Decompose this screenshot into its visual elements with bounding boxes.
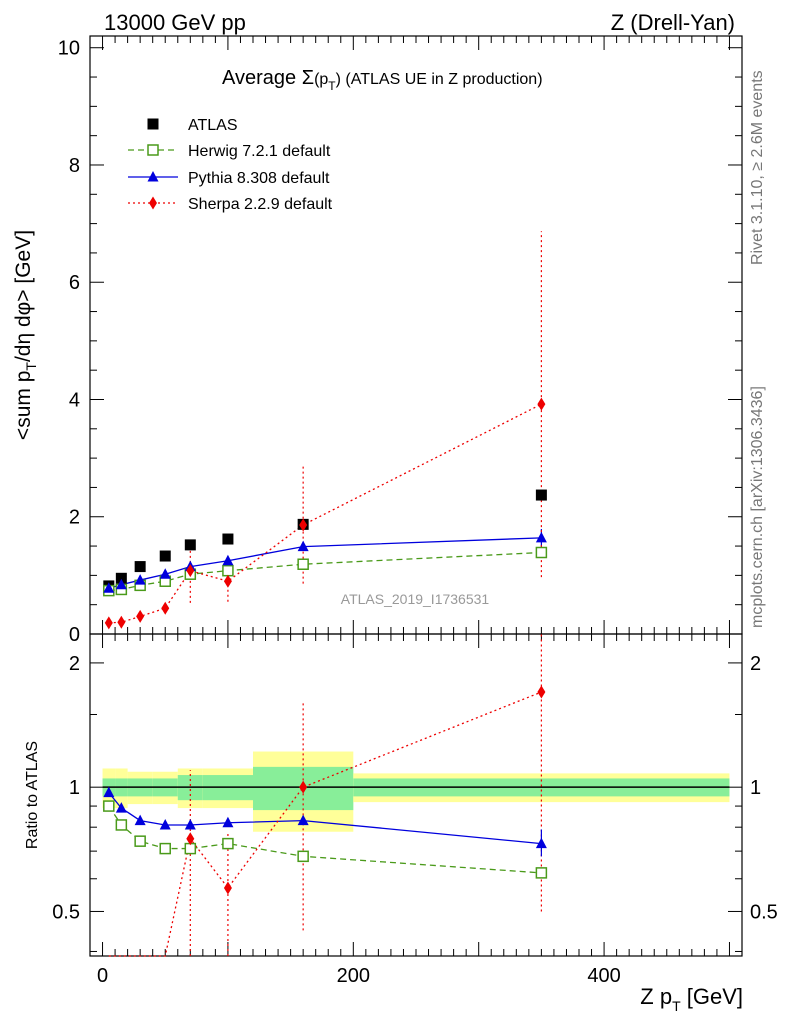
y-axis-label-ratio: Ratio to ATLAS xyxy=(24,741,41,849)
data-point-mc xyxy=(115,578,127,590)
x-tick-label: 0 xyxy=(97,965,108,987)
mcplots-credit-text: mcplots.cern.ch [arXiv:1306.3436] xyxy=(749,386,766,628)
legend-label: Herwig 7.2.1 default xyxy=(188,143,331,160)
data-point-atlas xyxy=(535,489,547,501)
ratio-point xyxy=(115,802,127,813)
ratio-point xyxy=(297,814,309,826)
ratio-series-line xyxy=(108,691,542,957)
ratio-tick-label: 2 xyxy=(69,653,80,675)
data-point-mc xyxy=(161,601,170,615)
ratio-tick-label-right: 0.5 xyxy=(750,901,778,923)
data-point-mc xyxy=(535,531,547,543)
rivet-version-text: Rivet 3.1.10, ≥ 2.6M events xyxy=(749,70,766,265)
ratio-point xyxy=(537,685,546,699)
x-axis-label: Z pT [GeV] xyxy=(640,984,743,1014)
ratio-point xyxy=(134,835,146,847)
ratio-point xyxy=(134,814,146,826)
y-tick-label: 0 xyxy=(69,624,80,646)
legend-label: ATLAS xyxy=(188,117,238,134)
data-point-atlas xyxy=(222,533,234,545)
data-point-mc xyxy=(136,609,145,623)
ratio-tick-label-right: 2 xyxy=(750,653,761,675)
data-point-mc xyxy=(299,518,308,532)
ratio-panel-marks xyxy=(103,634,548,957)
plot-title: Average Σ(pT) (ATLAS UE in Z production) xyxy=(222,67,543,93)
ratio-point xyxy=(115,819,128,831)
ratio-point xyxy=(159,818,171,830)
y-tick-label: 6 xyxy=(69,272,80,294)
ratio-uncertainty-bands xyxy=(102,751,730,832)
legend-marker xyxy=(147,171,159,182)
ratio-point xyxy=(297,850,309,863)
ratio-tick-label-right: 1 xyxy=(750,777,761,799)
y-tick-label: 10 xyxy=(58,38,80,60)
data-point-mc xyxy=(134,574,146,585)
ratio-tick-label: 1 xyxy=(69,777,80,799)
legend-label: Pythia 8.308 default xyxy=(188,170,330,187)
legend-label: Sherpa 2.2.9 default xyxy=(188,196,333,213)
data-point-mc xyxy=(537,397,546,411)
y-tick-label: 4 xyxy=(69,389,80,411)
data-point-mc xyxy=(223,574,232,588)
ratio-point xyxy=(184,818,196,830)
legend: ATLAS Herwig 7.2.1 default Pythia 8.308 de… xyxy=(128,117,333,213)
y-tick-label: 8 xyxy=(69,155,80,177)
ratio-point xyxy=(103,786,115,798)
legend-marker xyxy=(147,118,159,130)
data-point-mc xyxy=(103,582,115,593)
ratio-point xyxy=(535,837,547,849)
data-point-mc xyxy=(186,564,195,578)
data-point-mc xyxy=(117,615,126,629)
data-point-atlas xyxy=(184,539,196,551)
data-point-mc xyxy=(222,564,234,577)
ratio-point xyxy=(223,881,232,895)
legend-marker xyxy=(147,144,159,156)
legend-marker xyxy=(149,196,157,210)
ratio-point xyxy=(159,842,171,855)
x-tick-label: 400 xyxy=(587,965,620,987)
data-point-atlas xyxy=(134,561,146,573)
ratio-point xyxy=(222,816,234,828)
ratio-tick-label: 0.5 xyxy=(52,901,80,923)
ratio-point xyxy=(299,780,308,794)
data-point-mc xyxy=(297,540,309,552)
ratio-point xyxy=(535,867,548,879)
data-point-mc xyxy=(222,554,234,566)
y-tick-label: 2 xyxy=(69,507,80,529)
ratio-point xyxy=(222,837,234,850)
y-axis-label-main: <sum pT/dη dφ> [GeV] xyxy=(12,230,39,440)
data-point-mc xyxy=(535,546,548,559)
main-panel-marks xyxy=(103,231,548,630)
data-point-atlas xyxy=(159,550,171,562)
x-tick-label: 200 xyxy=(337,965,370,987)
data-point-mc xyxy=(159,568,171,579)
axis-ticks: 0 200 400 0 2 4 6 8 10 0.5 0.5 1 1 2 2 xyxy=(52,36,778,987)
header-left: 13000 GeV pp xyxy=(104,10,246,35)
analysis-tag: ATLAS_2019_I1736531 xyxy=(341,591,490,607)
ratio-point xyxy=(186,832,195,846)
data-point-mc xyxy=(104,616,113,630)
data-point-mc xyxy=(297,558,309,570)
ratio-point xyxy=(103,800,115,812)
series-line xyxy=(108,537,542,589)
header-right: Z (Drell-Yan) xyxy=(611,10,735,35)
data-point-atlas xyxy=(115,572,127,584)
ratio-series-line xyxy=(108,805,542,874)
